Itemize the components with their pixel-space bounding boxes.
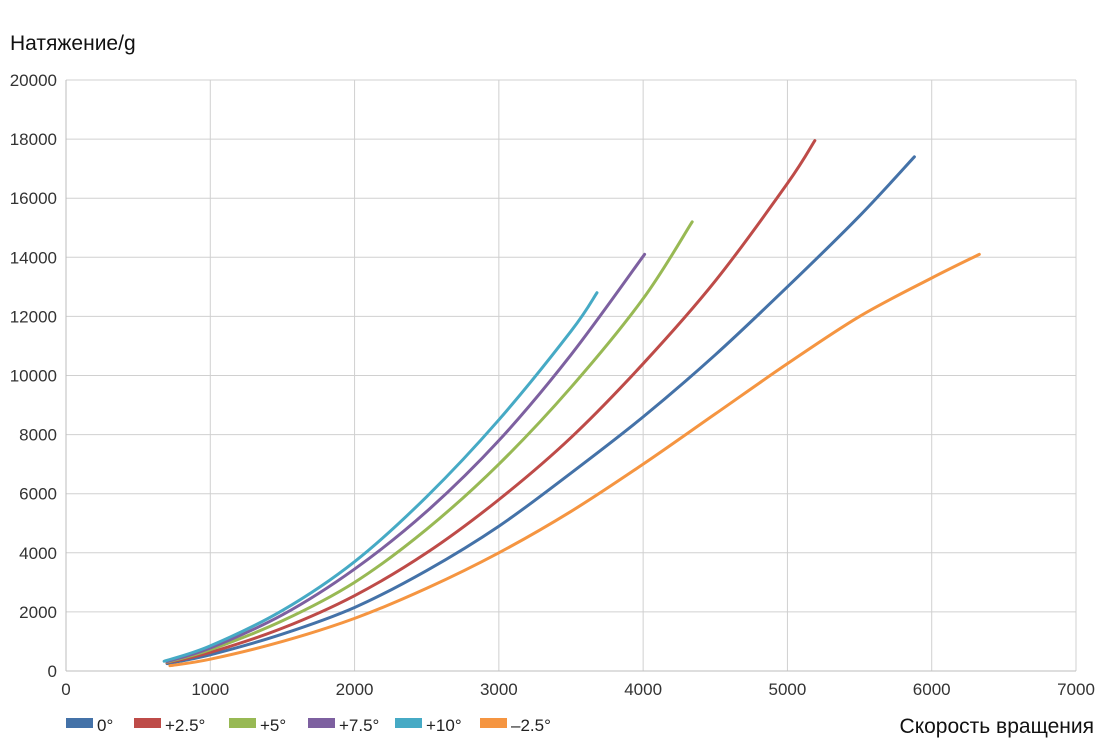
series-line [165, 220, 694, 664]
series-line [165, 252, 647, 664]
y-tick-label: 10000 [10, 367, 57, 386]
x-tick-label: 7000 [1057, 680, 1095, 699]
x-tick-label: 5000 [769, 680, 807, 699]
y-tick-label: 18000 [10, 130, 57, 149]
y-tick-label: 6000 [19, 485, 57, 504]
x-axis-title: Скорость вращения [900, 715, 1094, 738]
legend-swatch [66, 718, 93, 728]
legend-label: +10° [426, 716, 462, 735]
x-tick-label: 0 [61, 680, 70, 699]
y-tick-label: 8000 [19, 426, 57, 445]
series-lines [162, 139, 981, 668]
x-tick-label: 4000 [624, 680, 662, 699]
y-axis-title: Натяжение/g [10, 32, 136, 55]
x-tick-label: 6000 [913, 680, 951, 699]
legend-swatch [229, 718, 256, 728]
x-tick-label: 3000 [480, 680, 518, 699]
legend-label: +7.5° [339, 716, 379, 735]
y-tick-label: 12000 [10, 307, 57, 326]
legend: 0° +2.5° +5° +7.5° +10° –2.5° [66, 716, 551, 735]
legend-swatch [308, 718, 335, 728]
gridlines [66, 79, 1077, 671]
tick-labels: 0200040006000800010000120001400016000180… [10, 71, 1095, 699]
y-tick-label: 14000 [10, 248, 57, 267]
y-tick-label: 20000 [10, 71, 57, 90]
y-tick-label: 2000 [19, 603, 57, 622]
x-tick-label: 2000 [336, 680, 374, 699]
legend-swatch [480, 718, 507, 728]
legend-swatch [134, 718, 161, 728]
legend-label: 0° [97, 716, 113, 735]
y-tick-label: 4000 [19, 544, 57, 563]
legend-label: +5° [260, 716, 286, 735]
axes [65, 80, 1076, 672]
y-tick-label: 16000 [10, 189, 57, 208]
legend-label: +2.5° [165, 716, 205, 735]
series-line [162, 291, 599, 663]
legend-swatch [395, 718, 422, 728]
series-line [165, 155, 916, 666]
legend-label: –2.5° [511, 716, 551, 735]
series-line [168, 252, 981, 668]
series-line [165, 139, 817, 665]
x-tick-label: 1000 [191, 680, 229, 699]
y-tick-label: 0 [48, 662, 57, 681]
